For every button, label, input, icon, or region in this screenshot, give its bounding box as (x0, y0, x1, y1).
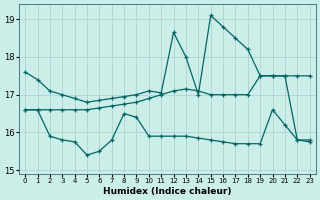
X-axis label: Humidex (Indice chaleur): Humidex (Indice chaleur) (103, 187, 232, 196)
